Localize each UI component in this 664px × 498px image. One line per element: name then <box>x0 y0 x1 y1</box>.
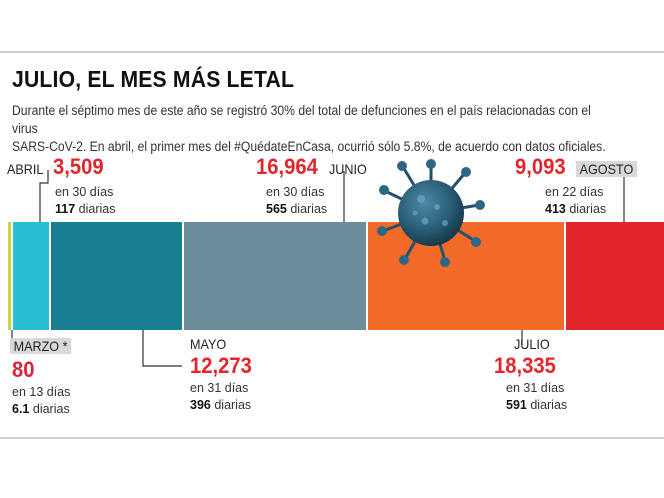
detail-julio: en 31 días 591 diarias <box>506 380 567 414</box>
value-junio: 16,964 <box>256 154 318 179</box>
value-julio-wrap: 18,335 <box>494 354 561 378</box>
month-mayo: MAYO <box>190 336 227 352</box>
month-junio: JUNIO <box>329 161 368 177</box>
value-abril: 3,509 <box>53 154 105 179</box>
daily-num-agosto: 413 <box>545 202 566 216</box>
daily-word-junio: diarias <box>290 202 328 216</box>
daily-num-mayo: 396 <box>190 398 211 412</box>
value-mayo: 12,273 <box>190 353 252 378</box>
value-agosto: 9,093 <box>515 154 566 179</box>
bar-segment-junio <box>182 222 367 330</box>
intro-line-2: SARS-CoV-2. En abril, el primer mes del … <box>12 139 606 154</box>
label-mayo: MAYO <box>190 336 230 354</box>
daily-num-abril: 117 <box>55 202 76 216</box>
value-marzo-wrap: 80 <box>12 358 36 382</box>
connector-abril <box>39 170 49 222</box>
label-agosto: 9,093 AGOSTO <box>515 155 644 179</box>
daily-word-agosto: diarias <box>569 202 607 216</box>
label-abril: ABRIL 3,509 <box>7 155 109 179</box>
bottom-rule <box>0 437 664 439</box>
bar-separator <box>181 222 184 330</box>
headline: JULIO, EL MES MÁS LETAL <box>12 66 295 92</box>
top-rule <box>0 51 664 53</box>
detail-junio: en 30 días 565 diarias <box>266 184 327 218</box>
daily-word-mayo: diarias <box>214 398 252 412</box>
days-abril: en 30 días <box>55 185 114 199</box>
daily-word-julio: diarias <box>530 398 568 412</box>
label-junio: 16,964 JUNIO <box>256 155 371 179</box>
daily-word-marzo: diarias <box>32 402 70 416</box>
bar-separator <box>564 222 567 330</box>
intro-line-1: Durante el séptimo mes de este año se re… <box>12 103 591 136</box>
label-marzo: MARZO * <box>10 338 78 356</box>
stacked-bar <box>8 222 664 330</box>
daily-num-julio: 591 <box>506 398 527 412</box>
detail-marzo: en 13 días 6.1 diarias <box>12 384 70 418</box>
label-julio: JULIO <box>514 336 554 354</box>
days-mayo: en 31 días <box>190 381 249 395</box>
month-agosto: AGOSTO <box>576 161 637 177</box>
daily-num-junio: 565 <box>266 202 287 216</box>
detail-mayo: en 31 días 396 diarias <box>190 380 251 414</box>
bar-segment-julio <box>366 222 566 330</box>
connector-mayo <box>142 330 182 367</box>
intro-text: Durante el séptimo mes de este año se re… <box>12 102 606 156</box>
month-abril: ABRIL <box>7 161 44 177</box>
detail-agosto: en 22 días 413 diarias <box>545 184 606 218</box>
bar-separator <box>10 222 13 330</box>
days-julio: en 31 días <box>506 381 565 395</box>
month-julio: JULIO <box>514 336 550 352</box>
days-agosto: en 22 días <box>545 185 604 199</box>
bar-segment-marzo <box>8 222 12 330</box>
daily-word-abril: diarias <box>78 202 116 216</box>
bar-separator <box>49 222 51 330</box>
value-julio: 18,335 <box>494 353 556 378</box>
value-marzo: 80 <box>12 357 35 382</box>
daily-num-marzo: 6.1 <box>12 402 30 416</box>
bar-separator <box>365 222 368 330</box>
bar-segment-mayo <box>50 222 183 330</box>
coronavirus-icon <box>377 159 485 267</box>
detail-abril: en 30 días 117 diarias <box>55 184 115 218</box>
days-junio: en 30 días <box>266 185 325 199</box>
bar-segment-agosto <box>565 222 664 330</box>
month-marzo: MARZO * <box>10 338 72 354</box>
days-marzo: en 13 días <box>12 385 71 399</box>
bar-segment-abril <box>11 222 50 330</box>
value-mayo-wrap: 12,273 <box>190 354 257 378</box>
